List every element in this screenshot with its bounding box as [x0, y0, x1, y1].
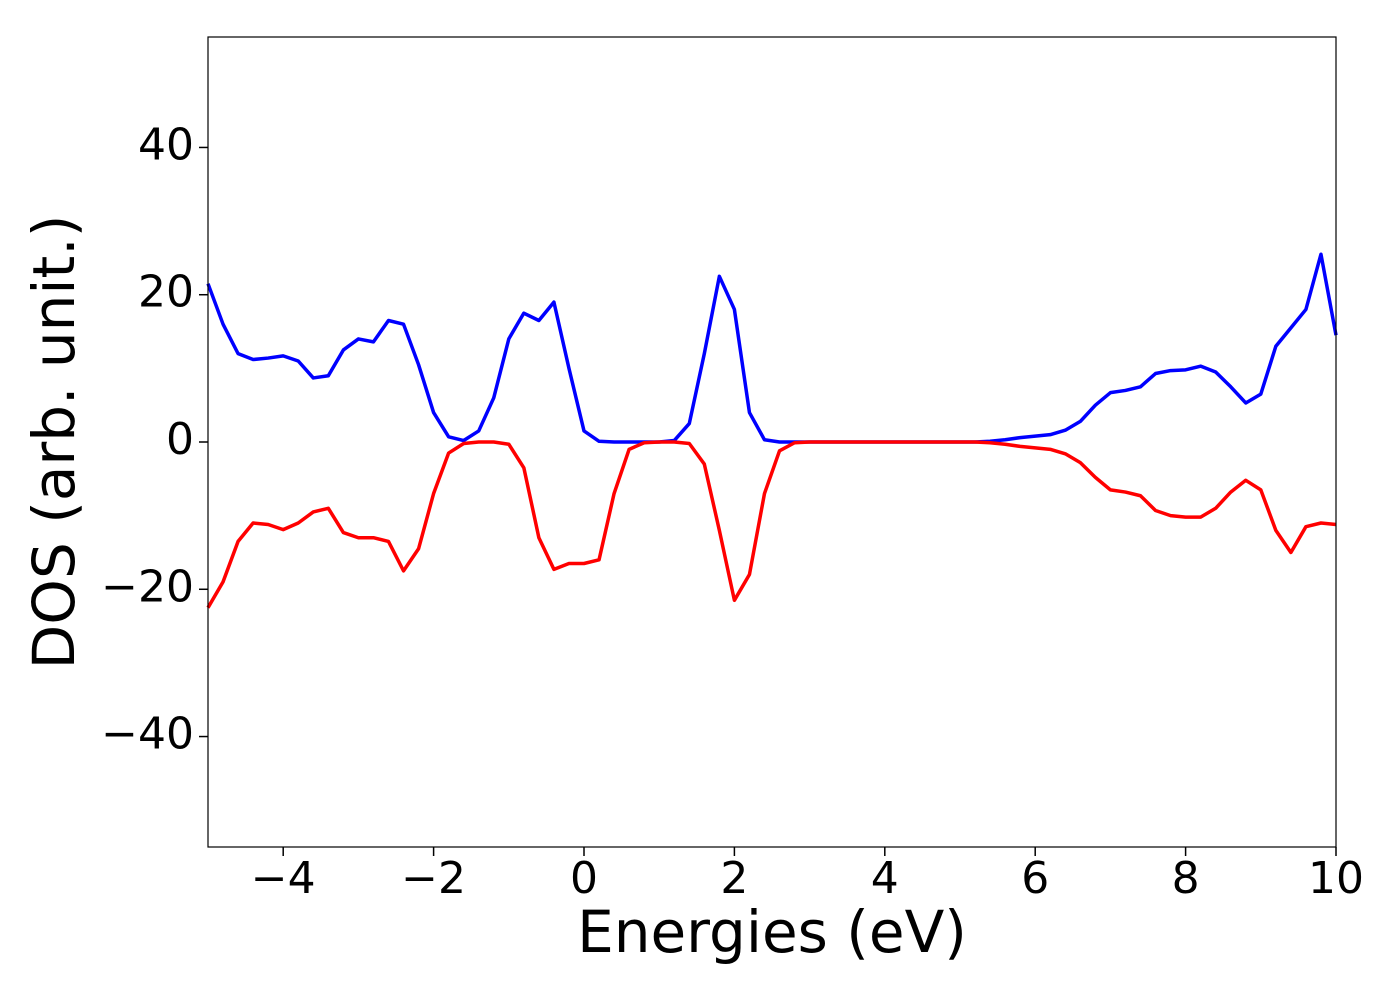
y-tick-label: −40 — [101, 709, 194, 760]
x-tick-label: −2 — [401, 853, 466, 904]
x-tick-label: 2 — [720, 853, 748, 904]
data-line — [206, 440, 1337, 609]
y-tick-label: 20 — [138, 267, 194, 318]
data-line — [206, 252, 1338, 444]
x-tick-label: 4 — [871, 853, 899, 904]
x-tick-label: 8 — [1172, 853, 1200, 904]
y-axis-label: DOS (arb. unit.) — [20, 215, 88, 670]
x-tick-label: 10 — [1308, 853, 1364, 904]
x-axis-label: Energies (eV) — [577, 898, 967, 966]
x-tick-label: −4 — [251, 853, 316, 904]
x-tick-label: 0 — [570, 853, 598, 904]
y-tick-label: 40 — [138, 119, 194, 170]
x-tick-label: 6 — [1021, 853, 1049, 904]
y-tick-label: −20 — [101, 561, 194, 612]
y-tick-label: 0 — [166, 414, 194, 465]
plot-frame — [207, 36, 1337, 848]
